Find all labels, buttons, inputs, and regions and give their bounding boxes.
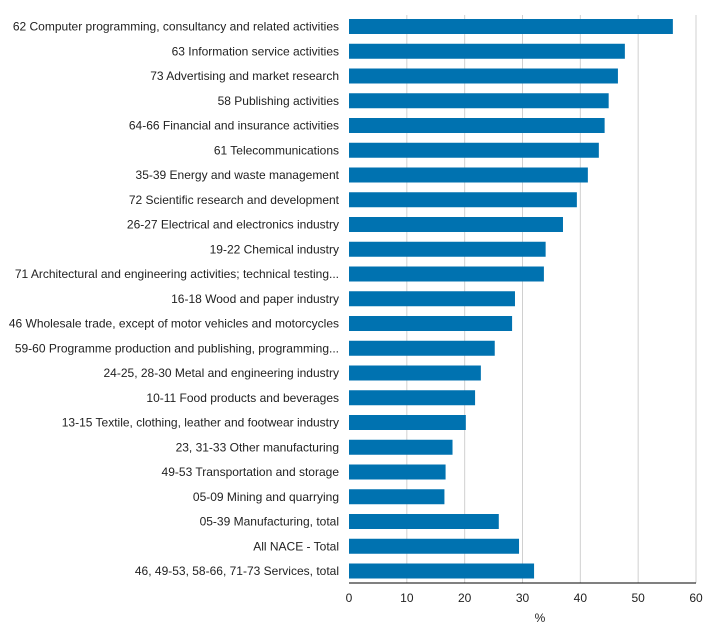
bar — [349, 142, 599, 158]
category-label: 23, 31-33 Other manufacturing — [176, 440, 339, 454]
bar — [349, 167, 588, 183]
category-labels: 62 Computer programming, consultancy and… — [9, 20, 340, 579]
category-label: 49-53 Transportation and storage — [162, 465, 340, 479]
bar — [349, 118, 605, 133]
bar — [349, 390, 476, 406]
bar — [349, 266, 544, 282]
bar — [349, 93, 609, 109]
bar — [349, 340, 495, 356]
category-label: 19-22 Chemical industry — [210, 242, 339, 256]
bar — [349, 316, 513, 331]
x-tick-label: 40 — [574, 591, 588, 605]
bar — [349, 538, 520, 554]
x-tick-label: 10 — [400, 591, 414, 605]
category-label: 61 Telecommunications — [214, 143, 339, 157]
category-label: 72 Scientific research and development — [129, 193, 340, 207]
category-label: 16-18 Wood and paper industry — [171, 292, 339, 306]
x-tick-label: 20 — [458, 591, 472, 605]
bar — [349, 415, 466, 430]
category-label: 71 Architectural and engineering activit… — [15, 267, 339, 281]
category-label: 26-27 Electrical and electronics industr… — [127, 218, 339, 232]
bar — [349, 241, 546, 257]
category-label: 24-25, 28-30 Metal and engineering indus… — [104, 366, 340, 380]
category-label: 05-39 Manufacturing, total — [200, 515, 339, 529]
bar — [349, 217, 563, 232]
category-label: All NACE - Total — [253, 539, 339, 553]
bar — [349, 365, 481, 381]
bar — [349, 489, 445, 505]
bar — [349, 464, 446, 480]
category-label: 62 Computer programming, consultancy and… — [13, 20, 339, 34]
x-tick-label: 60 — [689, 591, 703, 605]
x-tick-label: 30 — [516, 591, 530, 605]
category-label: 73 Advertising and market research — [150, 69, 339, 83]
bar — [349, 439, 453, 455]
category-label: 63 Information service activities — [172, 44, 339, 58]
bar — [349, 68, 618, 84]
category-label: 13-15 Textile, clothing, leather and foo… — [62, 416, 339, 430]
bar — [349, 514, 499, 529]
category-label: 10-11 Food products and beverages — [146, 391, 339, 405]
bar — [349, 563, 535, 579]
category-label: 58 Publishing activities — [218, 94, 339, 108]
bar — [349, 43, 625, 59]
x-axis-label: % — [535, 611, 546, 625]
x-tick-label: 50 — [631, 591, 645, 605]
category-label: 64-66 Financial and insurance activities — [129, 119, 339, 133]
gridlines — [406, 15, 697, 583]
x-tick-labels: 0 10 20 30 40 50 60 — [346, 591, 703, 605]
bar — [349, 291, 515, 307]
category-label: 35-39 Energy and waste management — [136, 168, 340, 182]
x-tick-label: 0 — [346, 591, 353, 605]
category-label: 46, 49-53, 58-66, 71-73 Services, total — [135, 564, 339, 578]
bars — [349, 19, 673, 579]
category-label: 59-60 Programme production and publishin… — [15, 341, 339, 355]
category-label: 46 Wholesale trade, except of motor vehi… — [9, 317, 339, 331]
bar — [349, 19, 673, 34]
bar — [349, 192, 577, 208]
category-label: 05-09 Mining and quarrying — [193, 490, 339, 504]
